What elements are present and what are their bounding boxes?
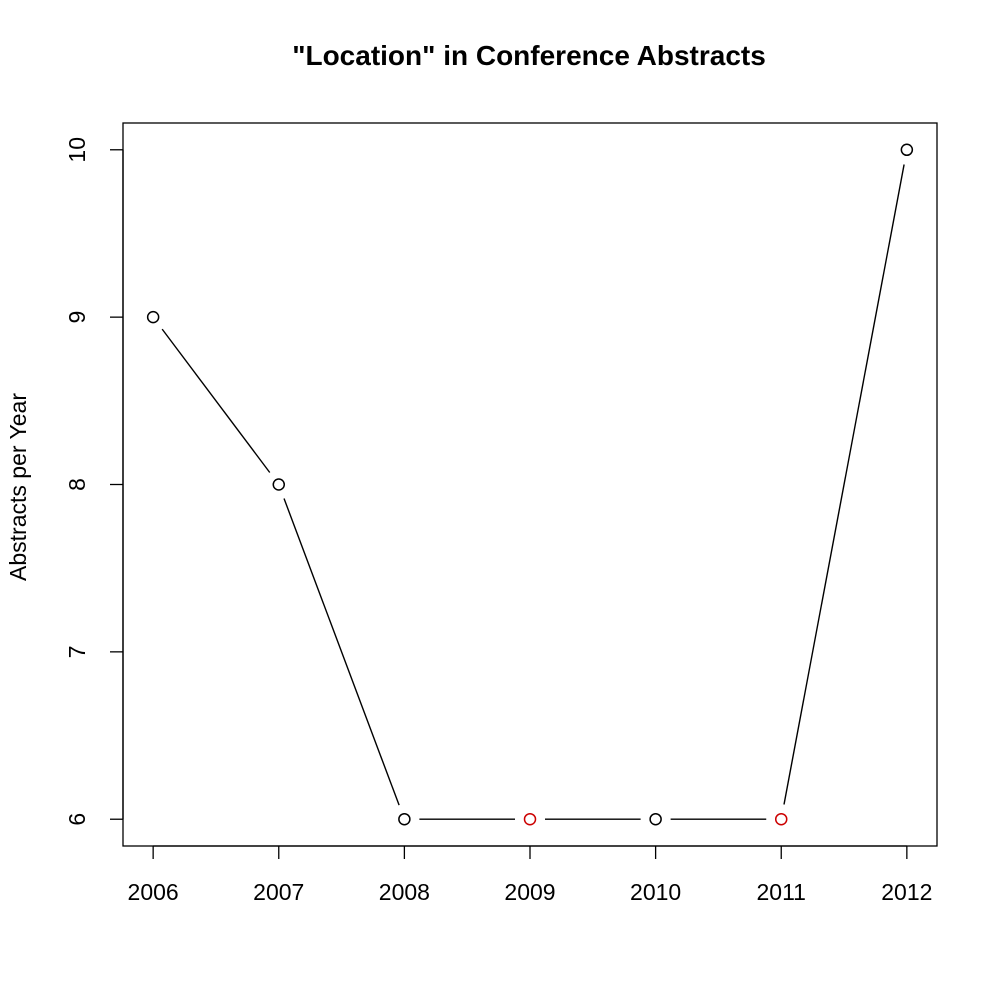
line-segment — [161, 328, 271, 473]
y-tick-label: 10 — [64, 137, 90, 163]
chart-title: "Location" in Conference Abstracts — [292, 40, 766, 71]
axes: 2006 2007 2008 2009 2010 2011 2012 6 7 8 9 10 — [64, 122, 938, 905]
y-tick-label: 7 — [64, 645, 90, 658]
y-tick-label: 8 — [64, 478, 90, 491]
data-point — [398, 812, 411, 826]
x-tick-label: 2006 — [128, 879, 179, 905]
line-segment — [283, 498, 400, 806]
data-point — [272, 478, 286, 491]
data-point — [523, 812, 537, 826]
data-point — [900, 143, 914, 157]
data-point — [649, 812, 662, 826]
x-tick-label: 2009 — [504, 879, 555, 905]
y-tick-label: 6 — [64, 813, 90, 826]
x-tick-label: 2007 — [253, 879, 304, 905]
line-segment — [783, 164, 905, 805]
plot-frame — [122, 122, 938, 847]
x-tick-label: 2011 — [757, 879, 806, 905]
series-line — [161, 164, 905, 820]
y-tick-label: 9 — [64, 311, 90, 324]
x-tick-label: 2010 — [630, 879, 681, 905]
x-tick-label: 2008 — [379, 879, 430, 905]
data-point — [146, 310, 160, 324]
x-tick-label: 2012 — [881, 879, 932, 905]
data-point — [774, 812, 788, 826]
y-axis-title: Abstracts per Year — [5, 393, 31, 581]
data-points — [146, 143, 914, 826]
